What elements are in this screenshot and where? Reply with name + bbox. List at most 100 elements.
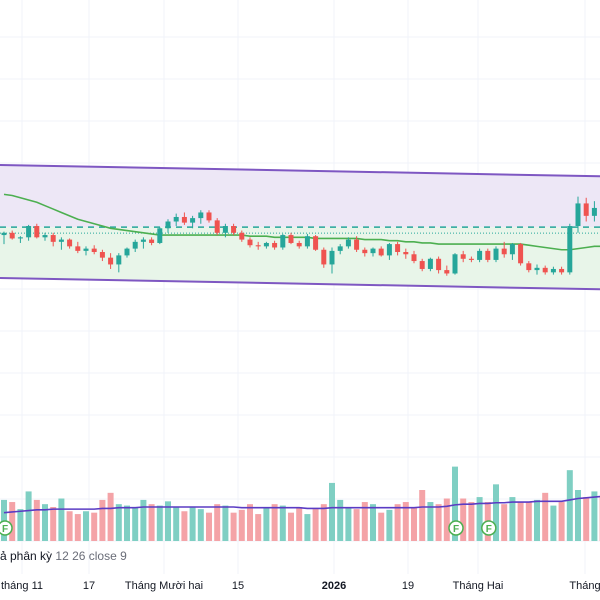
candle-body	[50, 235, 56, 242]
candle	[403, 248, 409, 259]
candle	[370, 247, 376, 257]
volume-bar	[542, 492, 549, 541]
dividend-icon[interactable]: F	[448, 520, 464, 536]
candle	[108, 253, 114, 269]
volume-bar	[517, 502, 524, 541]
dividend-icon[interactable]: F	[481, 520, 497, 536]
volume-bar	[173, 507, 180, 541]
volume-bar	[17, 509, 24, 541]
candle	[542, 265, 548, 275]
candle-body	[83, 248, 89, 251]
volume-bar	[378, 512, 385, 541]
time-tick: Tháng	[569, 580, 600, 592]
candle	[321, 247, 327, 268]
volume-bar	[148, 504, 155, 541]
dividend-icon-circle	[481, 520, 497, 536]
volume-bar	[583, 497, 590, 541]
indicator-name: ả phân kỳ	[0, 549, 53, 563]
volume-bar	[124, 505, 130, 541]
volume-bar	[238, 509, 245, 541]
volume-bar	[83, 511, 89, 541]
volume-bar	[329, 482, 335, 541]
candle	[591, 201, 597, 222]
volume-bar	[25, 491, 32, 541]
candle	[58, 237, 64, 250]
volume-bar	[230, 512, 237, 541]
candle-body	[1, 232, 7, 236]
candle	[313, 235, 319, 251]
candle-body	[181, 216, 187, 223]
candle-body	[591, 207, 597, 216]
candle-body	[583, 203, 589, 216]
moving-average	[3, 193, 600, 251]
volume-bar	[156, 505, 163, 541]
time-axis[interactable]: tháng 11 17 Tháng Mười hai 15 2026 19 Th…	[0, 574, 600, 600]
candle	[280, 233, 286, 250]
volume-moving-average	[3, 495, 600, 514]
candle	[436, 256, 442, 274]
candle	[378, 246, 384, 257]
candle	[42, 232, 48, 241]
volume-bar	[419, 490, 426, 541]
candle-body	[272, 242, 278, 248]
candle-body	[296, 242, 302, 247]
volume-bar	[288, 512, 294, 541]
indicator-legend[interactable]: ả phân kỳ 12 26 close 9	[0, 549, 127, 563]
dividend-icon[interactable]: F	[0, 520, 13, 536]
price-channel	[0, 164, 600, 291]
volume-bar	[214, 504, 221, 541]
volume-bar	[91, 512, 98, 541]
candle	[477, 248, 483, 263]
candle	[222, 223, 228, 238]
candle-body	[116, 255, 122, 265]
candle-body	[91, 248, 97, 253]
candle-body	[263, 242, 269, 247]
volume-bar	[58, 498, 65, 541]
candle-body	[534, 267, 540, 271]
volume-bar	[427, 502, 434, 541]
volume-bar	[361, 502, 368, 541]
candle	[181, 212, 187, 225]
candle-body	[370, 248, 376, 254]
candle	[583, 197, 589, 222]
time-tick: 19	[401, 580, 415, 592]
candle-body	[313, 236, 319, 250]
candle	[132, 239, 138, 253]
candle	[17, 236, 23, 243]
candle	[99, 249, 105, 262]
candle-body	[206, 212, 212, 221]
candle-body	[165, 221, 171, 229]
candle	[354, 236, 360, 253]
channel-lower-line	[0, 277, 600, 291]
candle-body	[575, 203, 581, 227]
candle	[427, 257, 433, 272]
candle	[198, 210, 204, 224]
candle-body	[362, 249, 368, 254]
candle-body	[288, 235, 294, 243]
candle-body	[337, 246, 343, 251]
candle	[493, 246, 499, 263]
candle-body	[149, 239, 155, 243]
volume-bar	[206, 512, 212, 541]
volume-bar	[411, 507, 417, 541]
dividend-icon-letter: F	[486, 524, 492, 535]
candle	[304, 233, 310, 249]
time-tick: 15	[231, 580, 245, 592]
volume-bar	[197, 509, 204, 541]
candle-body	[157, 228, 163, 243]
candle-body	[501, 248, 507, 255]
candle	[9, 230, 15, 240]
candle-body	[124, 248, 130, 256]
candle	[26, 224, 32, 241]
candle	[468, 256, 474, 263]
candle	[337, 244, 343, 255]
candle	[296, 240, 302, 249]
time-tick: Tháng Mười hai	[124, 580, 204, 592]
candle	[444, 265, 450, 276]
volume-bar	[345, 507, 352, 541]
ma-line	[3, 193, 600, 251]
candle	[1, 231, 7, 245]
